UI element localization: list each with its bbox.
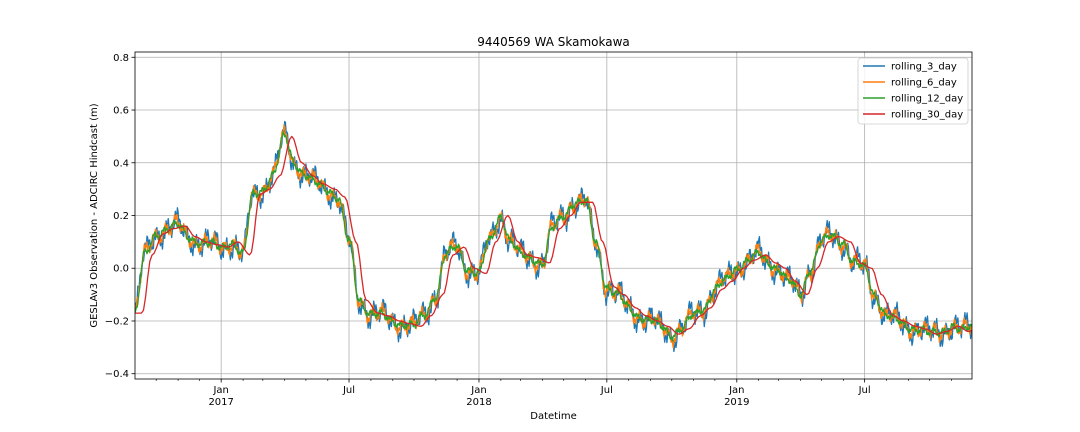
- x-tick-label: Jan: [212, 385, 228, 396]
- y-axis-label: GESLAv3 Observation - ADCIRC Hindcast (m…: [89, 103, 100, 327]
- y-tick-label: −0.2: [105, 316, 129, 327]
- x-tick-label: Jan: [728, 385, 744, 396]
- x-tick-label: Jul: [858, 385, 871, 396]
- y-tick-label: 0.0: [113, 264, 129, 275]
- y-tick-label: −0.4: [105, 369, 129, 380]
- x-tick-label: Jan: [470, 385, 486, 396]
- y-tick-label: 0.8: [113, 53, 129, 64]
- y-tick-label: 0.6: [113, 106, 129, 117]
- x-tick-label: Jul: [600, 385, 613, 396]
- x-tick-year-label: 2019: [724, 397, 749, 408]
- series-line-rolling_6_day: [135, 124, 972, 349]
- x-axis-label: Datetime: [530, 411, 577, 422]
- chart-title: 9440569 WA Skamokawa: [477, 35, 630, 49]
- x-tick-label: Jul: [342, 385, 355, 396]
- legend-label-rolling_6_day: rolling_6_day: [891, 78, 957, 89]
- series-layer: [135, 120, 972, 353]
- x-tick-year-label: 2017: [208, 397, 233, 408]
- legend-label-rolling_12_day: rolling_12_day: [891, 94, 963, 105]
- x-tick-year-label: 2018: [466, 397, 491, 408]
- legend-label-rolling_3_day: rolling_3_day: [891, 62, 957, 73]
- legend-frame: [857, 57, 969, 125]
- legend-label-rolling_30_day: rolling_30_day: [891, 110, 963, 121]
- series-line-rolling_12_day: [135, 131, 972, 342]
- y-tick-label: 0.4: [113, 158, 129, 169]
- ticks-layer: −0.4−0.20.00.20.40.60.8Jan2017Jan2018Jan…: [105, 53, 952, 408]
- series-line-rolling_30_day: [135, 135, 972, 335]
- legend: rolling_3_day rolling_6_day rolling_12_day…: [857, 57, 969, 125]
- grid-layer: [135, 52, 972, 379]
- y-tick-label: 0.2: [113, 211, 129, 222]
